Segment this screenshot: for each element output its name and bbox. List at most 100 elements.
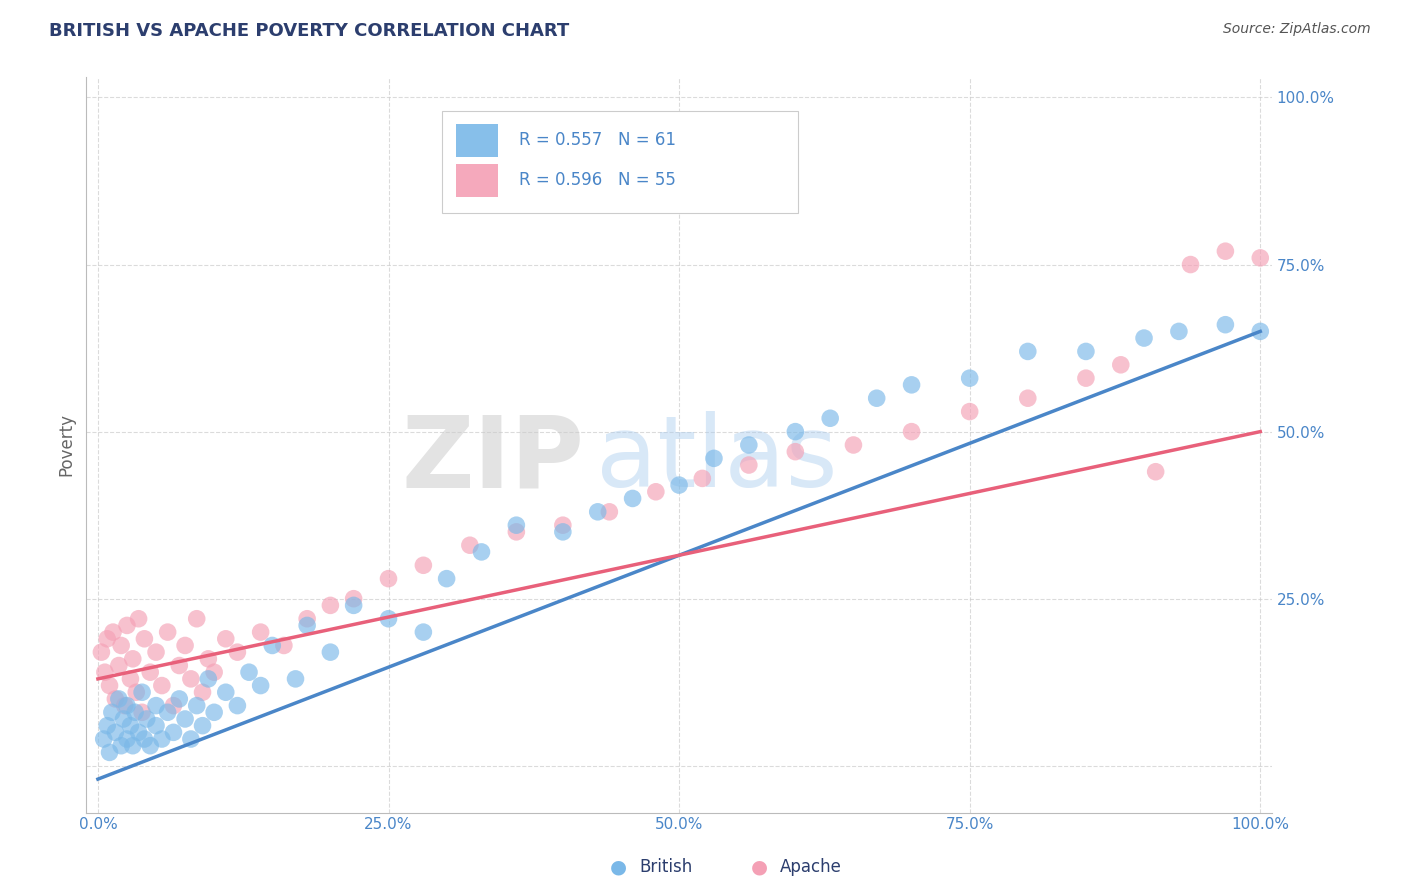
Point xyxy=(249,625,271,640)
Point xyxy=(186,612,208,626)
Point xyxy=(145,698,167,713)
Point xyxy=(412,558,434,573)
Point xyxy=(202,706,225,720)
Bar xyxy=(441,111,797,213)
Point xyxy=(96,719,118,733)
Point xyxy=(174,712,197,726)
Point xyxy=(120,719,142,733)
Point xyxy=(169,692,191,706)
Point xyxy=(124,706,146,720)
Point xyxy=(131,685,153,699)
Point xyxy=(703,451,725,466)
Point xyxy=(1017,391,1039,405)
Point xyxy=(110,639,132,653)
Point xyxy=(598,505,620,519)
Point xyxy=(319,645,342,659)
Point xyxy=(121,739,143,753)
Text: R = 0.557   N = 61: R = 0.557 N = 61 xyxy=(519,131,676,149)
Y-axis label: Poverty: Poverty xyxy=(58,414,75,476)
Point xyxy=(180,672,202,686)
Point xyxy=(1249,325,1271,339)
Point xyxy=(738,458,761,472)
Point xyxy=(162,725,184,739)
Point xyxy=(197,672,219,686)
Text: BRITISH VS APACHE POVERTY CORRELATION CHART: BRITISH VS APACHE POVERTY CORRELATION CH… xyxy=(49,22,569,40)
Point xyxy=(145,719,167,733)
Point xyxy=(112,712,135,726)
Point xyxy=(110,739,132,753)
Point xyxy=(1215,244,1237,259)
Point xyxy=(108,692,131,706)
Text: atlas: atlas xyxy=(596,411,838,508)
Point xyxy=(458,538,481,552)
Point xyxy=(226,645,249,659)
Point xyxy=(1017,344,1039,359)
Point xyxy=(842,438,865,452)
Point xyxy=(197,652,219,666)
Point xyxy=(436,572,458,586)
Point xyxy=(692,471,714,485)
Point xyxy=(1249,251,1271,265)
Point xyxy=(1133,331,1156,345)
Point xyxy=(226,698,249,713)
Point xyxy=(959,404,981,418)
Point xyxy=(295,618,318,632)
Point xyxy=(114,698,136,713)
Point xyxy=(169,658,191,673)
Point xyxy=(1074,371,1097,385)
Text: Apache: Apache xyxy=(780,858,842,876)
Text: ●: ● xyxy=(751,857,768,877)
Point xyxy=(785,444,807,458)
Point xyxy=(273,639,295,653)
Point xyxy=(108,658,131,673)
Point xyxy=(1180,258,1202,272)
Point xyxy=(343,591,366,606)
Bar xyxy=(456,164,498,197)
Point xyxy=(180,732,202,747)
Point xyxy=(191,719,214,733)
Point xyxy=(1074,344,1097,359)
Point xyxy=(93,732,115,747)
Point xyxy=(621,491,644,506)
Point xyxy=(156,625,179,640)
Point xyxy=(343,599,366,613)
Text: ZIP: ZIP xyxy=(401,411,585,508)
Point xyxy=(551,518,574,533)
Point xyxy=(412,625,434,640)
Point xyxy=(202,665,225,680)
Point xyxy=(120,672,142,686)
Point xyxy=(505,524,527,539)
Point xyxy=(586,505,609,519)
Point xyxy=(125,685,148,699)
Point xyxy=(1144,465,1167,479)
Point xyxy=(785,425,807,439)
Point xyxy=(134,632,156,646)
Point xyxy=(150,732,173,747)
Point xyxy=(104,725,127,739)
Point xyxy=(94,665,117,680)
Point xyxy=(1109,358,1132,372)
Point xyxy=(377,612,399,626)
Point xyxy=(98,679,121,693)
Point xyxy=(150,679,173,693)
Point xyxy=(115,732,138,747)
Point xyxy=(128,612,150,626)
Point xyxy=(295,612,318,626)
Point xyxy=(900,425,922,439)
Point xyxy=(866,391,889,405)
Point xyxy=(115,618,138,632)
Point xyxy=(668,478,690,492)
Point xyxy=(121,652,143,666)
Point xyxy=(115,698,138,713)
Point xyxy=(238,665,260,680)
Point xyxy=(738,438,761,452)
Point xyxy=(215,632,238,646)
Point xyxy=(162,698,184,713)
Point xyxy=(101,706,124,720)
Point xyxy=(139,665,162,680)
Point xyxy=(470,545,492,559)
Point xyxy=(215,685,238,699)
Text: ●: ● xyxy=(610,857,627,877)
Point xyxy=(319,599,342,613)
Text: R = 0.596   N = 55: R = 0.596 N = 55 xyxy=(519,171,676,189)
